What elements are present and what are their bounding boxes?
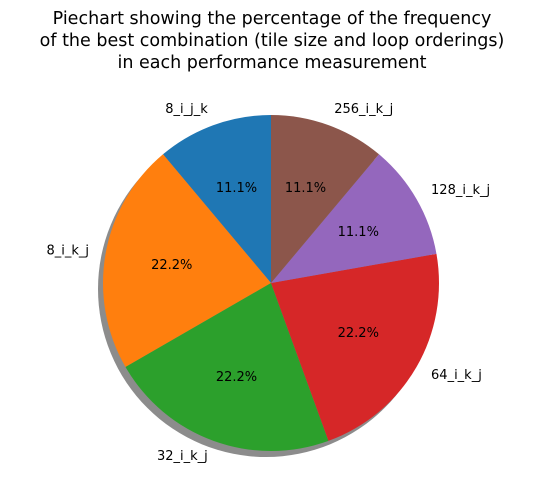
chart-title-line: Piechart showing the percentage of the f… [53,9,492,29]
pct-label-64_i_k_j: 22.2% [338,326,379,341]
slice-label-8_i_j_k: 8_i_j_k [165,102,208,117]
slice-label-8_i_k_j: 8_i_k_j [46,243,89,258]
slices-layer [103,115,439,451]
slice-label-32_i_k_j: 32_i_k_j [157,449,208,464]
chart-title-line: of the best combination (tile size and l… [40,31,505,51]
pct-label-8_i_j_k: 11.1% [216,181,257,196]
pct-label-8_i_k_j: 22.2% [151,258,192,273]
chart-title: Piechart showing the percentage of the f… [40,9,505,73]
pct-label-32_i_k_j: 22.2% [216,370,257,385]
pct-label-256_i_k_j: 11.1% [285,181,326,196]
slice-label-128_i_k_j: 128_i_k_j [431,183,490,198]
slice-label-256_i_k_j: 256_i_k_j [334,102,393,117]
chart-title-line: in each performance measurement [117,53,426,73]
slice-label-64_i_k_j: 64_i_k_j [431,368,482,383]
pct-label-128_i_k_j: 11.1% [338,225,379,240]
